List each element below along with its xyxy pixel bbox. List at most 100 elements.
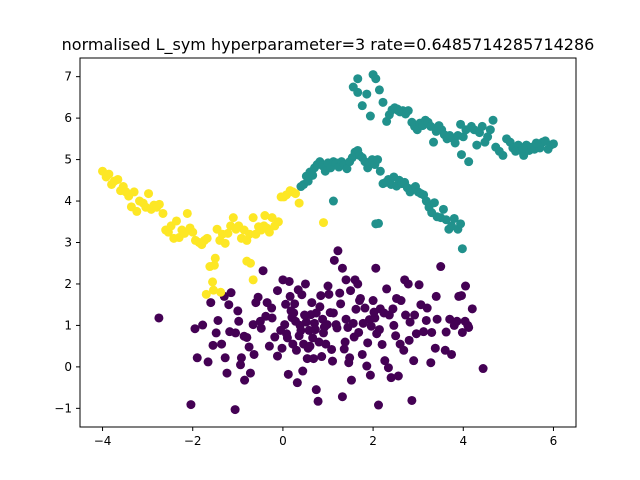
x-tick-label: 2 (369, 434, 377, 448)
data-points (98, 70, 558, 415)
cluster-2-point (129, 187, 139, 197)
cluster-0-point (456, 291, 466, 301)
cluster-0-point (461, 281, 471, 291)
cluster-0-point (341, 275, 351, 285)
cluster-2-point (132, 206, 142, 216)
cluster-0-point (230, 405, 240, 415)
cluster-0-point (154, 313, 164, 323)
cluster-1-point (403, 106, 413, 116)
cluster-0-point (283, 369, 293, 379)
cluster-0-point (270, 332, 280, 342)
cluster-0-point (245, 368, 255, 378)
y-tick-label: 6 (64, 111, 72, 125)
cluster-0-point (249, 349, 259, 359)
cluster-0-point (391, 331, 401, 341)
cluster-1-point (457, 244, 467, 254)
cluster-0-point (284, 276, 294, 286)
cluster-0-point (401, 310, 411, 320)
cluster-1-point (441, 215, 451, 225)
cluster-0-point (307, 298, 317, 308)
cluster-0-point (348, 318, 358, 328)
cluster-0-point (478, 364, 488, 374)
cluster-1-point (472, 140, 482, 150)
cluster-0-point (256, 323, 266, 333)
cluster-1-point (374, 85, 384, 95)
y-tick-label: 7 (64, 70, 72, 84)
cluster-0-point (321, 339, 331, 349)
cluster-0-point (327, 344, 337, 354)
cluster-0-point (225, 327, 235, 337)
cluster-0-point (248, 320, 258, 330)
cluster-0-point (328, 356, 338, 366)
cluster-1-point (485, 125, 495, 135)
cluster-1-point (357, 101, 367, 111)
cluster-2-point (273, 217, 283, 227)
cluster-0-point (464, 322, 474, 332)
cluster-0-point (414, 280, 424, 290)
cluster-0-point (374, 325, 384, 335)
cluster-0-point (400, 275, 410, 285)
cluster-0-point (452, 316, 462, 326)
cluster-0-point (186, 400, 196, 410)
cluster-0-point (457, 327, 467, 337)
cluster-0-point (290, 299, 300, 309)
cluster-0-point (346, 375, 356, 385)
cluster-2-point (245, 229, 255, 239)
cluster-0-point (272, 351, 282, 361)
cluster-0-point (410, 310, 420, 320)
cluster-2-point (154, 199, 164, 209)
cluster-0-point (242, 332, 252, 342)
cluster-0-point (240, 375, 250, 385)
cluster-0-point (331, 320, 341, 330)
cluster-0-point (272, 286, 282, 296)
cluster-0-point (236, 360, 246, 370)
cluster-0-point (301, 317, 311, 327)
cluster-0-point (411, 329, 421, 339)
cluster-0-point (404, 335, 414, 345)
cluster-0-point (447, 349, 457, 359)
cluster-0-point (311, 385, 321, 395)
cluster-0-point (351, 304, 361, 314)
cluster-0-point (198, 320, 208, 330)
plot-frame (79, 57, 577, 428)
y-tick-label: 2 (64, 277, 72, 291)
cluster-0-point (309, 354, 319, 364)
x-tick-label: 6 (550, 434, 558, 448)
cluster-0-point (267, 313, 277, 323)
cluster-0-point (337, 263, 347, 273)
cluster-0-point (421, 315, 431, 325)
cluster-0-point (379, 308, 389, 318)
cluster-0-point (302, 354, 312, 364)
cluster-0-point (244, 342, 254, 352)
cluster-0-point (349, 332, 359, 342)
cluster-0-point (368, 296, 378, 306)
cluster-0-point (337, 392, 347, 402)
cluster-0-point (206, 298, 216, 308)
cluster-0-point (380, 356, 390, 366)
cluster-0-point (296, 325, 306, 335)
cluster-0-point (432, 314, 442, 324)
cluster-2-point (209, 260, 219, 270)
x-tick-label: 0 (279, 434, 287, 448)
cluster-1-point (456, 219, 466, 229)
cluster-0-point (409, 356, 419, 366)
cluster-2-point (228, 213, 238, 223)
cluster-1-point (450, 138, 460, 148)
cluster-1-point (498, 150, 508, 160)
cluster-1-point (393, 106, 403, 116)
cluster-2-point (223, 228, 233, 238)
x-tick-label: −2 (184, 434, 202, 448)
y-tick-label: 1 (64, 318, 72, 332)
cluster-0-point (203, 357, 213, 367)
cluster-0-point (291, 345, 301, 355)
cluster-1-point (483, 132, 493, 142)
cluster-0-point (208, 340, 218, 350)
cluster-1-point (518, 143, 528, 153)
y-tick-label: 0 (64, 360, 72, 374)
cluster-0-point (386, 373, 396, 383)
cluster-0-point (427, 327, 437, 337)
cluster-0-point (393, 371, 403, 381)
cluster-0-point (233, 306, 243, 316)
cluster-0-point (224, 300, 234, 310)
cluster-1-point (488, 115, 498, 125)
